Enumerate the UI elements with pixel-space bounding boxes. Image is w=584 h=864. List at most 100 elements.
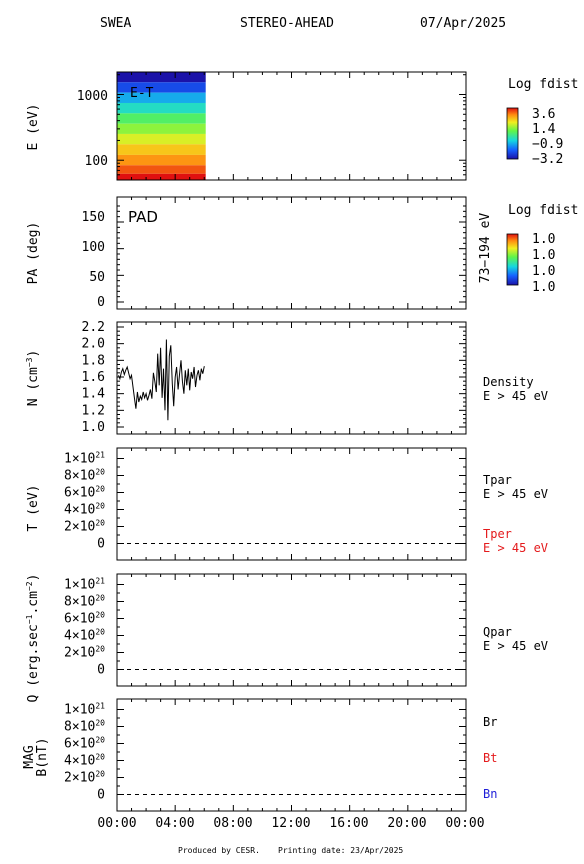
energy-time-spectrogram <box>117 72 206 180</box>
time-tick-1: 04:00 <box>155 816 194 831</box>
energy-axis-label: E (eV) <box>26 104 41 151</box>
header-instrument: SWEA <box>100 16 131 31</box>
pa-tick-label-150: 150 <box>82 210 105 225</box>
density-legend-sub: E > 45 eV <box>483 389 548 403</box>
density-tick-label: 2.2 <box>82 320 105 335</box>
temperature-tick-label: 8×1020 <box>64 468 105 484</box>
temperature-axis-label: T (eV) <box>26 485 41 532</box>
temperature-tick-label: 0 <box>97 537 105 552</box>
time-axis: 00:00 04:00 08:00 12:00 16:00 20:00 00:0… <box>97 816 484 831</box>
energy-band-cell <box>117 113 206 124</box>
tper-legend-sub: E > 45 eV <box>483 541 548 555</box>
temperature-tick-label: 4×1020 <box>64 502 105 518</box>
density-tick-label: 1.2 <box>82 403 105 418</box>
magnetic-field-tick-label: 1×1021 <box>64 702 105 718</box>
pitch-angle-axis-label: PA (deg) <box>26 222 41 285</box>
colorbar-2-title: Log fdist <box>508 203 578 218</box>
pitch-angle-panel: PAD 150 100 50 0 PA (deg) 73−194 eV Log … <box>26 196 578 310</box>
magnetic-field-tick-label: 0 <box>97 788 105 803</box>
colorbar-1-tick-0: 3.6 <box>532 107 555 122</box>
colorbar-2-tick-0: 1.0 <box>532 232 555 247</box>
qpar-legend-sub: E > 45 eV <box>483 639 548 653</box>
tper-legend-name: Tper <box>483 527 512 541</box>
bn-legend: Bn <box>483 787 497 801</box>
magnetic-field-tick-label: 8×1020 <box>64 719 105 735</box>
colorbar-2-tick-3: 1.0 <box>532 280 555 295</box>
magnetic-field-tick-label: 6×1020 <box>64 736 105 752</box>
colorbar-2 <box>506 233 519 286</box>
density-panel: 1.0 1.21.4 1.6 1.82.0 2.2 N (cm−3) Density E… <box>25 320 548 435</box>
energy-band-cell <box>117 133 206 145</box>
pitch-angle-axis-ticks <box>116 197 467 309</box>
heat-flux-tick-label: 6×1020 <box>64 611 105 627</box>
density-legend-name: Density <box>483 375 534 389</box>
magnetic-field-axis-label: B(nT) <box>35 737 50 776</box>
colorbar-1-title: Log fdist <box>508 77 578 92</box>
time-tick-0: 00:00 <box>97 816 136 831</box>
pa-tick-label-100: 100 <box>82 240 105 255</box>
heat-flux-axis-label: Q (erg.sec−1.cm−2) <box>25 574 41 703</box>
temperature-axis-ticks <box>116 448 467 560</box>
energy-band-cell <box>117 173 206 180</box>
colorbar-2-tick-2: 1.0 <box>532 264 555 279</box>
header-date: 07/Apr/2025 <box>420 16 506 31</box>
magnetic-field-axis-label-top: MAG <box>22 745 37 769</box>
bt-legend: Bt <box>483 751 497 765</box>
pa-tick-label-0: 0 <box>97 295 105 310</box>
heat-flux-tick-label: 2×1020 <box>64 645 105 661</box>
footer-printing-date: Printing date: 23/Apr/2025 <box>278 846 403 855</box>
density-tick-label: 1.6 <box>82 370 105 385</box>
energy-band-cell <box>117 72 206 83</box>
density-axis-label: N (cm−3) <box>25 350 41 407</box>
density-axis-ticks <box>116 322 467 434</box>
time-tick-3: 12:00 <box>271 816 310 831</box>
density-tick-label: 2.0 <box>82 337 105 352</box>
time-tick-4: 16:00 <box>329 816 368 831</box>
br-legend: Br <box>483 715 497 729</box>
magnetic-field-axis-ticks <box>116 699 467 811</box>
tpar-legend-name: Tpar <box>483 473 512 487</box>
heat-flux-tick-label: 4×1020 <box>64 628 105 644</box>
density-tick-labels: 1.0 1.21.4 1.6 1.82.0 2.2 <box>82 320 106 435</box>
pa-tick-label-50: 50 <box>89 270 105 285</box>
heat-flux-axis-ticks <box>116 574 467 686</box>
header-spacecraft: STEREO-AHEAD <box>240 16 334 31</box>
heat-flux-tick-label: 1×1021 <box>64 577 105 593</box>
magnetic-field-tick-label: 4×1020 <box>64 753 105 769</box>
density-line <box>118 339 205 421</box>
energy-time-panel: E-T 1000 100 E (eV) Log fdist 3.6 1.4 −0… <box>26 71 578 181</box>
energy-tick-label-1000: 1000 <box>77 89 108 104</box>
energy-time-axis-ticks <box>116 72 467 181</box>
energy-band-cell <box>117 102 206 114</box>
energy-band-cell <box>117 92 206 103</box>
pitch-angle-frame <box>116 196 467 310</box>
energy-band-cell <box>117 123 206 134</box>
time-tick-6: 00:00 <box>445 816 484 831</box>
tpar-legend-sub: E > 45 eV <box>483 487 548 501</box>
density-frame <box>116 321 467 435</box>
colorbar-1-tick-3: −3.2 <box>532 152 563 167</box>
time-tick-5: 20:00 <box>387 816 426 831</box>
pa-energy-range-label: 73−194 eV <box>478 213 493 284</box>
footer-produced: Produced by CESR. <box>178 846 260 855</box>
colorbar-1-tick-1: 1.4 <box>532 122 556 137</box>
energy-band-cell <box>117 165 206 174</box>
heat-flux-tick-label: 0 <box>97 663 105 678</box>
temperature-tick-label: 2×1020 <box>64 519 105 535</box>
density-tick-label: 1.0 <box>82 420 105 435</box>
density-tick-label: 1.4 <box>82 387 106 402</box>
time-tick-2: 08:00 <box>213 816 252 831</box>
energy-band-cell <box>117 154 206 166</box>
density-tick-label: 1.8 <box>82 353 105 368</box>
heat-flux-tick-label: 8×1020 <box>64 594 105 610</box>
energy-band-cell <box>117 144 206 155</box>
colorbar-2-tick-1: 1.0 <box>532 248 555 263</box>
qpar-legend-name: Qpar <box>483 625 512 639</box>
pitch-angle-label: PAD <box>128 208 158 226</box>
